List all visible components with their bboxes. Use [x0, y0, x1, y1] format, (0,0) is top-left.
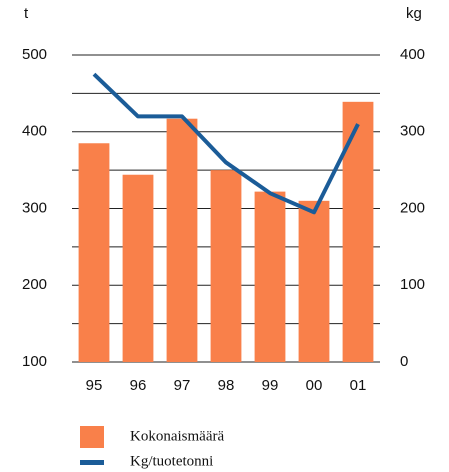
y2-tick-label: 0 [400, 353, 408, 370]
y2-tick-label: 400 [400, 46, 425, 63]
y-tick-label: 500 [22, 46, 47, 63]
y-tick-label: 300 [22, 199, 47, 216]
x-tick-label: 96 [130, 377, 147, 394]
bar [254, 191, 286, 362]
x-tick-label: 95 [86, 377, 103, 394]
y2-tick-label: 100 [400, 276, 425, 293]
bar [298, 200, 330, 362]
bar [210, 170, 242, 362]
y-tick-label: 100 [22, 353, 47, 370]
bar [78, 143, 110, 362]
x-tick-label: 00 [306, 377, 323, 394]
legend-swatch [80, 460, 104, 465]
bar [166, 118, 198, 362]
y2-axis-label: kg [406, 5, 422, 22]
x-tick-label: 01 [350, 377, 367, 394]
y-tick-label: 200 [22, 276, 47, 293]
y-tick-label: 400 [22, 123, 47, 140]
legend-swatch [80, 426, 104, 448]
bar [122, 174, 154, 362]
legend-text: Kg/tuotetonni [130, 453, 213, 469]
legend-text: Kokonaismäärä [130, 428, 224, 444]
y-axis-label: t [24, 5, 29, 22]
x-tick-label: 99 [262, 377, 279, 394]
x-tick-label: 98 [218, 377, 235, 394]
y2-tick-label: 200 [400, 199, 425, 216]
y2-tick-label: 300 [400, 123, 425, 140]
line [92, 72, 360, 215]
bar [342, 101, 374, 362]
x-tick-label: 97 [174, 377, 191, 394]
